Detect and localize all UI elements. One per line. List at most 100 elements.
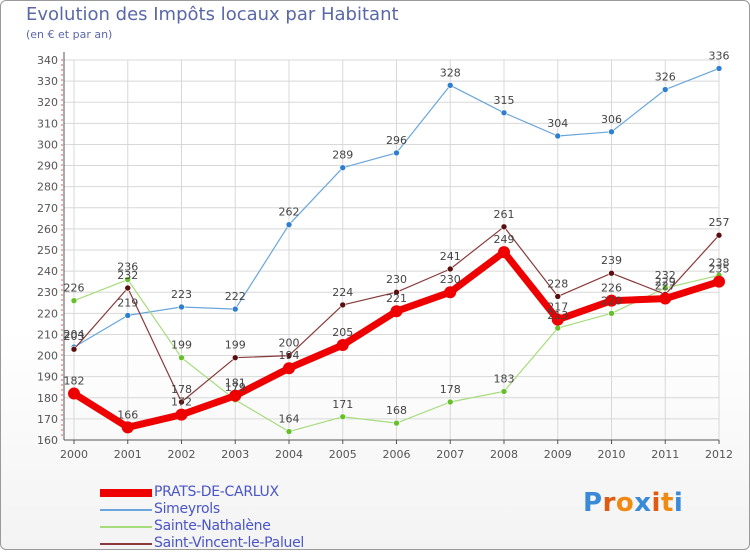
x-tick-label: 2005 [329, 448, 357, 461]
data-label: 326 [655, 71, 676, 84]
data-label: 304 [547, 117, 568, 130]
data-label: 182 [64, 375, 85, 388]
data-label: 229 [655, 275, 676, 288]
data-label: 199 [225, 339, 246, 352]
data-label: 230 [386, 273, 407, 286]
x-tick-label: 2006 [383, 448, 411, 461]
data-point [178, 303, 185, 311]
data-label: 328 [440, 66, 461, 79]
legend-label: Saint-Vincent-le-Paluel [154, 535, 305, 551]
legend-swatch [100, 509, 152, 511]
data-label: 172 [171, 396, 192, 409]
data-label: 204 [64, 328, 85, 341]
proxiti-logo: Proxiti [583, 488, 683, 518]
data-label: 262 [279, 206, 300, 219]
data-label: 221 [386, 292, 407, 305]
data-point [554, 132, 562, 140]
chart-subtitle: (en € et par an) [26, 28, 113, 41]
x-tick-label: 2008 [490, 448, 518, 461]
data-point [231, 305, 239, 313]
y-tick-label: 160 [37, 434, 58, 447]
y-tick-label: 340 [37, 54, 58, 67]
data-label: 289 [332, 149, 353, 162]
data-label: 181 [225, 377, 246, 390]
data-label: 261 [494, 208, 515, 221]
y-tick-label: 320 [37, 96, 58, 109]
data-label: 171 [332, 398, 353, 411]
data-point [393, 288, 400, 296]
y-tick-label: 250 [37, 244, 58, 257]
data-point [285, 221, 293, 228]
logo-letter: P [583, 488, 603, 518]
y-tick-label: 180 [37, 392, 58, 405]
data-label: 178 [171, 383, 192, 396]
legend-label: Sainte-Nathalène [154, 518, 271, 534]
data-label: 200 [279, 337, 300, 350]
data-label: 226 [601, 282, 622, 295]
data-point [393, 419, 400, 427]
data-point [498, 246, 510, 259]
data-label: 232 [117, 269, 138, 282]
data-label: 164 [279, 413, 300, 426]
y-tick-label: 170 [37, 413, 58, 426]
data-point [554, 293, 562, 300]
data-point [551, 313, 564, 326]
data-label: 178 [440, 383, 461, 396]
data-label: 227 [655, 280, 676, 293]
legend-item: Simeyrols [100, 501, 340, 518]
data-point [124, 276, 132, 283]
data-point [121, 421, 134, 434]
y-tick-label: 230 [37, 286, 58, 299]
data-label: 238 [709, 256, 730, 269]
data-point [70, 297, 78, 304]
data-point [339, 164, 347, 171]
legend-item: Saint-Vincent-le-Paluel [100, 535, 340, 552]
data-label: 239 [601, 254, 622, 267]
data-point [554, 324, 562, 332]
data-point [608, 128, 615, 136]
data-label: 223 [171, 288, 192, 301]
y-tick-label: 280 [37, 181, 58, 194]
data-label: 213 [547, 309, 568, 322]
y-tick-label: 300 [37, 138, 58, 151]
logo-letter: r [602, 488, 616, 518]
data-point [608, 269, 615, 277]
data-label: 183 [494, 372, 515, 385]
data-point [715, 231, 723, 239]
x-tick-label: 2001 [114, 448, 142, 461]
legend-label: PRATS-DE-CARLUX [154, 484, 279, 500]
data-point [231, 354, 239, 361]
data-point [715, 65, 723, 72]
data-point [339, 413, 347, 421]
data-point [608, 310, 615, 317]
data-point [446, 265, 454, 273]
logo-letter: i [673, 488, 684, 518]
legend-item: Sainte-Nathalène [100, 518, 340, 535]
data-point [175, 408, 188, 421]
data-label: 226 [64, 282, 85, 295]
data-label: 217 [547, 301, 568, 314]
data-label: 224 [332, 286, 353, 299]
y-tick-label: 200 [37, 350, 58, 363]
data-label: 199 [171, 339, 192, 352]
data-point [500, 109, 508, 117]
data-point [444, 286, 457, 299]
data-label: 241 [440, 250, 461, 263]
legend-swatch [100, 489, 152, 497]
legend-swatch [100, 543, 152, 545]
logo-letter: x [634, 488, 652, 518]
y-tick-label: 330 [37, 75, 58, 88]
data-label: 168 [386, 404, 407, 417]
data-label: 230 [440, 273, 461, 286]
logo-letter: o [615, 488, 635, 518]
data-point [124, 284, 132, 292]
data-point [283, 362, 295, 375]
y-tick-label: 270 [37, 202, 58, 215]
data-point [229, 389, 242, 402]
y-tick-label: 240 [37, 265, 58, 278]
legend-label: Simeyrols [154, 501, 220, 517]
data-point [124, 312, 132, 319]
data-label: 257 [709, 216, 730, 229]
